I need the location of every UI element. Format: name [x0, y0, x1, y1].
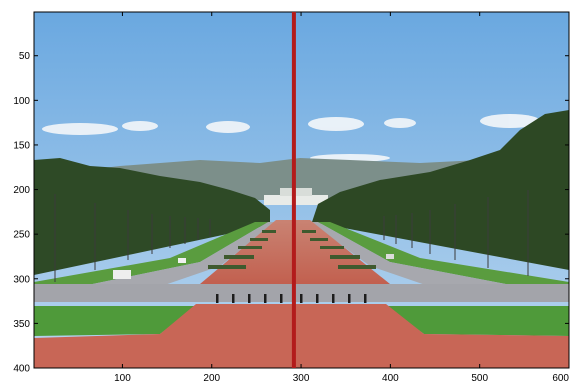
grass-left	[34, 222, 268, 296]
car-white	[113, 270, 131, 279]
plaza-foreground	[34, 304, 569, 368]
x-tick-label: 200	[203, 373, 220, 383]
y-tick-label: 300	[13, 274, 30, 285]
y-tick-label: 150	[13, 140, 30, 151]
cross-road	[34, 284, 569, 302]
hedges	[208, 230, 376, 269]
clouds	[42, 114, 540, 162]
grass-lower-left	[34, 306, 196, 336]
grass-right	[318, 222, 569, 296]
bollard	[216, 294, 219, 303]
x-tick-label: 100	[114, 373, 131, 383]
y-tick-label: 50	[19, 51, 31, 62]
trees-right	[312, 110, 569, 270]
bollard	[232, 294, 235, 303]
bollard	[364, 294, 367, 303]
y-tick-label: 250	[13, 230, 30, 241]
bollard	[348, 294, 351, 303]
bollard	[280, 294, 283, 303]
x-axis-ticks: 100 200 300 400 500 600	[114, 12, 570, 383]
y-tick-label: 400	[13, 364, 30, 375]
bollards	[216, 294, 367, 303]
bollard	[300, 294, 303, 303]
bollard	[264, 294, 267, 303]
y-tick-label: 200	[13, 185, 30, 196]
lamp-posts	[54, 190, 529, 282]
bollard	[332, 294, 335, 303]
y-axis-ticks: 50 100 150 200 250 300 350 400	[13, 51, 569, 375]
x-tick-label: 500	[471, 373, 488, 383]
grass-lower-right	[386, 306, 569, 336]
x-tick-label: 300	[293, 373, 310, 383]
y-tick-label: 100	[13, 96, 30, 107]
bollard	[248, 294, 251, 303]
car-small-right	[386, 254, 394, 259]
bollard	[316, 294, 319, 303]
x-tick-label: 600	[552, 373, 569, 383]
car-small-left	[178, 258, 186, 263]
y-tick-label: 350	[13, 319, 30, 330]
x-tick-label: 400	[382, 373, 399, 383]
photograph-anzac-parade	[34, 12, 569, 368]
